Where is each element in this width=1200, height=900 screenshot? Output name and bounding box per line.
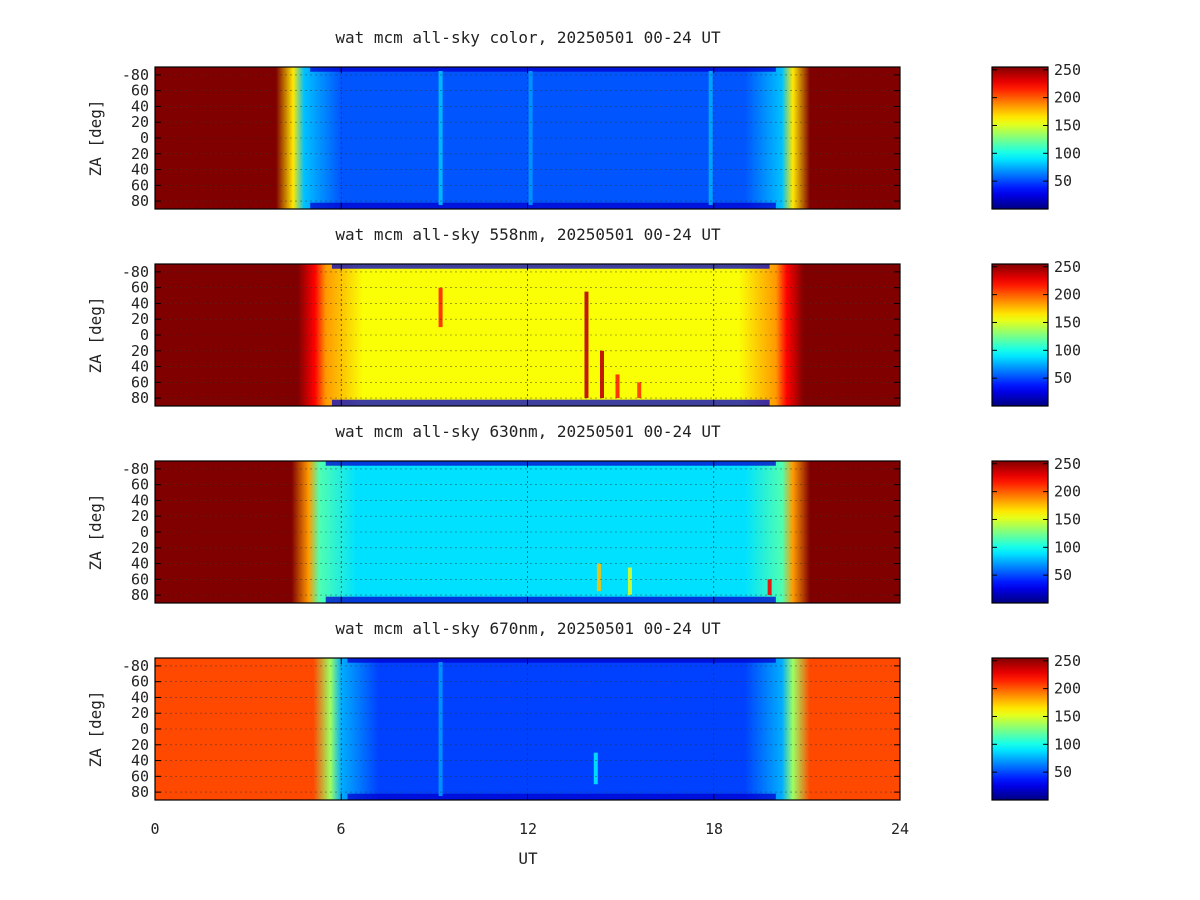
horizon-band <box>347 658 776 663</box>
x-tick-label: 24 <box>891 820 909 838</box>
colorbar-tick-label: 100 <box>1054 538 1081 556</box>
y-tick-label: 60 <box>131 767 149 785</box>
y-tick-label: -80 <box>122 66 149 84</box>
feature-streak <box>615 374 620 399</box>
x-tick-label: 18 <box>705 820 723 838</box>
y-axis-label: ZA [deg] <box>86 296 105 373</box>
y-tick-label: 40 <box>131 294 149 312</box>
y-tick-label: -80 <box>122 460 149 478</box>
y-tick-label: -80 <box>122 657 149 675</box>
panel: wat mcm all-sky 670nm, 20250501 00-24 UT… <box>86 619 1081 801</box>
feature-streak <box>584 291 589 399</box>
colorbar-tick-label: 150 <box>1054 116 1081 134</box>
y-tick-label: 40 <box>131 161 149 179</box>
y-tick-label: 60 <box>131 279 149 297</box>
colorbar-tick-label: 150 <box>1054 707 1081 725</box>
colorbar <box>991 657 1049 801</box>
colorbar-tick-label: 100 <box>1054 735 1081 753</box>
y-tick-label: 20 <box>131 310 149 328</box>
panel: wat mcm all-sky 630nm, 20250501 00-24 UT… <box>86 422 1081 604</box>
colorbar-tick-label: 200 <box>1054 483 1081 501</box>
y-tick-label: 60 <box>131 673 149 691</box>
y-tick-label: 20 <box>131 507 149 525</box>
colorbar-tick-label: 200 <box>1054 286 1081 304</box>
y-tick-label: 40 <box>131 752 149 770</box>
colorbar-tick-label: 250 <box>1054 652 1081 670</box>
colorbar-tick-label: 50 <box>1054 369 1072 387</box>
y-tick-label: 80 <box>131 389 149 407</box>
y-axis-label: ZA [deg] <box>86 493 105 570</box>
feature-streak <box>637 382 642 399</box>
colorbar-tick-label: 200 <box>1054 89 1081 107</box>
colorbar-tick-label: 250 <box>1054 258 1081 276</box>
y-tick-label: 20 <box>131 736 149 754</box>
y-tick-label: 80 <box>131 783 149 801</box>
y-tick-label: 60 <box>131 476 149 494</box>
y-tick-label: 60 <box>131 82 149 100</box>
colorbar-tick-label: 150 <box>1054 313 1081 331</box>
y-tick-label: 0 <box>140 523 149 541</box>
horizon-band <box>347 793 776 800</box>
x-axis-label: UT <box>518 849 538 868</box>
y-tick-label: 60 <box>131 570 149 588</box>
horizon-band <box>325 461 776 466</box>
y-tick-label: 20 <box>131 113 149 131</box>
horizon-band <box>325 596 776 603</box>
y-tick-label: -80 <box>122 263 149 281</box>
y-tick-label: 20 <box>131 539 149 557</box>
y-tick-label: 40 <box>131 688 149 706</box>
horizon-band <box>310 202 776 209</box>
feature-streak <box>627 567 632 596</box>
panel: wat mcm all-sky 558nm, 20250501 00-24 UT… <box>86 225 1081 407</box>
feature-streak <box>767 579 772 596</box>
y-tick-label: 40 <box>131 97 149 115</box>
y-tick-label: 20 <box>131 704 149 722</box>
y-tick-label: 60 <box>131 373 149 391</box>
colorbar-tick-label: 250 <box>1054 61 1081 79</box>
feature-streak <box>438 287 443 328</box>
y-axis-label: ZA [deg] <box>86 99 105 176</box>
x-tick-label: 12 <box>519 820 537 838</box>
colorbar-tick-label: 250 <box>1054 455 1081 473</box>
colorbar-tick-label: 200 <box>1054 680 1081 698</box>
horizon-band <box>331 399 770 406</box>
feature-streak <box>600 350 604 399</box>
y-tick-label: 40 <box>131 555 149 573</box>
colorbar-tick-label: 100 <box>1054 341 1081 359</box>
feature-streak <box>593 752 598 785</box>
colorbar <box>991 263 1049 407</box>
horizon-band <box>331 264 770 269</box>
y-tick-label: 40 <box>131 491 149 509</box>
y-tick-label: 0 <box>140 129 149 147</box>
horizon-band <box>310 67 776 72</box>
panel-title: wat mcm all-sky 670nm, 20250501 00-24 UT <box>335 619 721 638</box>
colorbar <box>991 66 1049 210</box>
colorbar-tick-label: 100 <box>1054 144 1081 162</box>
y-axis-label: ZA [deg] <box>86 690 105 767</box>
y-tick-label: 20 <box>131 342 149 360</box>
panel: wat mcm all-sky color, 20250501 00-24 UT… <box>86 28 1081 210</box>
colorbar-tick-label: 50 <box>1054 172 1072 190</box>
y-tick-label: 60 <box>131 176 149 194</box>
panel-title: wat mcm all-sky color, 20250501 00-24 UT <box>335 28 721 47</box>
y-tick-label: 0 <box>140 326 149 344</box>
y-tick-label: 40 <box>131 358 149 376</box>
y-tick-label: 80 <box>131 586 149 604</box>
colorbar-tick-label: 150 <box>1054 510 1081 528</box>
x-tick-label: 0 <box>150 820 159 838</box>
colorbar <box>991 460 1049 604</box>
panel-title: wat mcm all-sky 630nm, 20250501 00-24 UT <box>335 422 721 441</box>
panel-title: wat mcm all-sky 558nm, 20250501 00-24 UT <box>335 225 721 244</box>
x-axis: 0 6 12 18 24 UT <box>150 820 909 868</box>
panels: wat mcm all-sky color, 20250501 00-24 UT… <box>86 28 1081 801</box>
y-tick-label: 20 <box>131 145 149 163</box>
feature-streak <box>596 563 601 592</box>
x-tick-label: 6 <box>336 820 345 838</box>
y-tick-label: 80 <box>131 192 149 210</box>
colorbar-tick-label: 50 <box>1054 763 1072 781</box>
y-tick-label: 0 <box>140 720 149 738</box>
colorbar-tick-label: 50 <box>1054 566 1072 584</box>
